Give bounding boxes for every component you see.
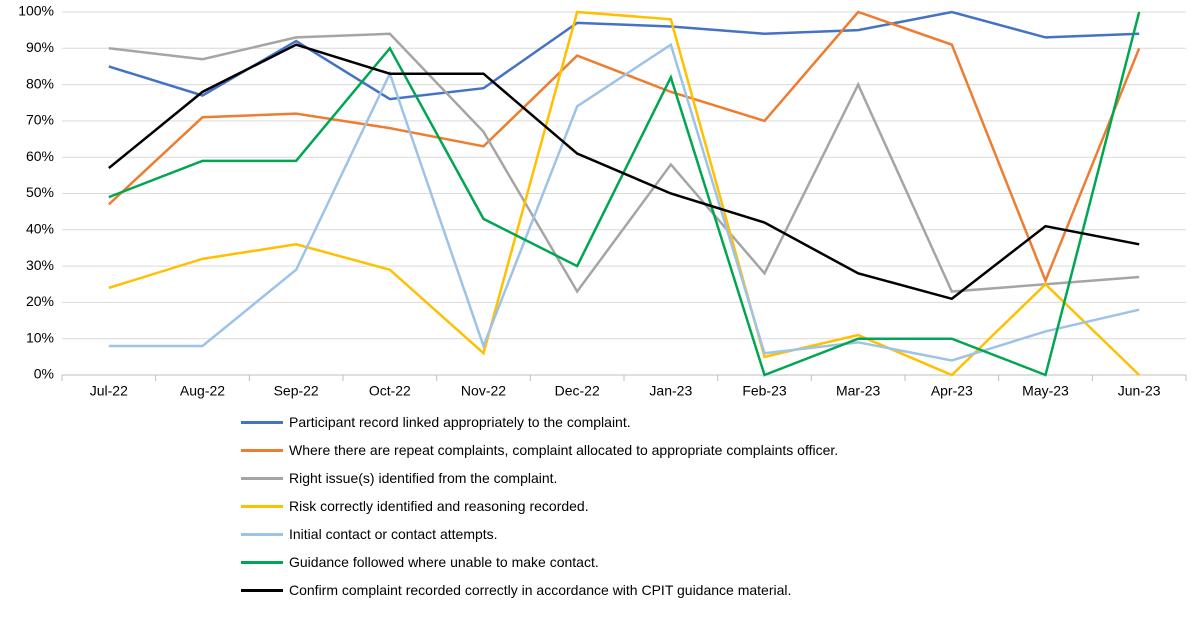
legend-item-risk_identified: Risk correctly identified and reasoning … — [241, 492, 838, 520]
y-tick-label: 90% — [26, 39, 54, 55]
legend-swatch — [241, 477, 283, 480]
y-tick-label: 20% — [26, 293, 54, 309]
legend-swatch — [241, 561, 283, 564]
x-tick-label: Dec-22 — [555, 382, 600, 398]
series-repeat_complaints — [109, 12, 1139, 281]
y-tick-label: 70% — [26, 112, 54, 128]
y-tick-label: 0% — [34, 366, 54, 382]
y-tick-label: 80% — [26, 75, 54, 91]
legend-swatch — [241, 589, 283, 592]
series-participant_record — [109, 12, 1139, 99]
x-tick-label: Sep-22 — [274, 382, 319, 398]
x-tick-label: Oct-22 — [369, 382, 411, 398]
legend-swatch — [241, 505, 283, 508]
x-tick-label: Feb-23 — [742, 382, 787, 398]
y-tick-label: 10% — [26, 329, 54, 345]
x-tick-label: Jun-23 — [1118, 382, 1161, 398]
y-tick-label: 30% — [26, 257, 54, 273]
legend-label: Participant record linked appropriately … — [289, 414, 631, 430]
legend-label: Where there are repeat complaints, compl… — [289, 442, 838, 458]
x-tick-label: May-23 — [1022, 382, 1069, 398]
legend-label: Initial contact or contact attempts. — [289, 526, 498, 542]
y-tick-label: 100% — [18, 3, 54, 19]
legend-label: Right issue(s) identified from the compl… — [289, 470, 557, 486]
series-initial_contact — [109, 45, 1139, 361]
legend-label: Guidance followed where unable to make c… — [289, 554, 599, 570]
legend-label: Confirm complaint recorded correctly in … — [289, 582, 791, 598]
legend-label: Risk correctly identified and reasoning … — [289, 498, 589, 514]
legend-item-repeat_complaints: Where there are repeat complaints, compl… — [241, 436, 838, 464]
legend-item-confirm_recorded: Confirm complaint recorded correctly in … — [241, 576, 838, 604]
legend-item-right_issues: Right issue(s) identified from the compl… — [241, 464, 838, 492]
x-tick-label: Aug-22 — [180, 382, 225, 398]
legend-item-participant_record: Participant record linked appropriately … — [241, 408, 838, 436]
y-tick-label: 50% — [26, 184, 54, 200]
x-tick-label: Nov-22 — [461, 382, 506, 398]
legend-item-initial_contact: Initial contact or contact attempts. — [241, 520, 838, 548]
legend-swatch — [241, 421, 283, 424]
y-tick-label: 40% — [26, 221, 54, 237]
x-tick-label: Mar-23 — [836, 382, 881, 398]
x-tick-label: Jan-23 — [649, 382, 692, 398]
legend: Participant record linked appropriately … — [241, 408, 838, 604]
legend-item-guidance_followed: Guidance followed where unable to make c… — [241, 548, 838, 576]
legend-swatch — [241, 449, 283, 452]
x-tick-label: Apr-23 — [931, 382, 973, 398]
chart-container: 0% 10% 20% 30% 40% 50% 60% 70% 80% 90% 100% Jul-22 A… — [0, 0, 1200, 621]
y-tick-label: 60% — [26, 148, 54, 164]
x-tick-label: Jul-22 — [90, 382, 128, 398]
legend-swatch — [241, 533, 283, 536]
